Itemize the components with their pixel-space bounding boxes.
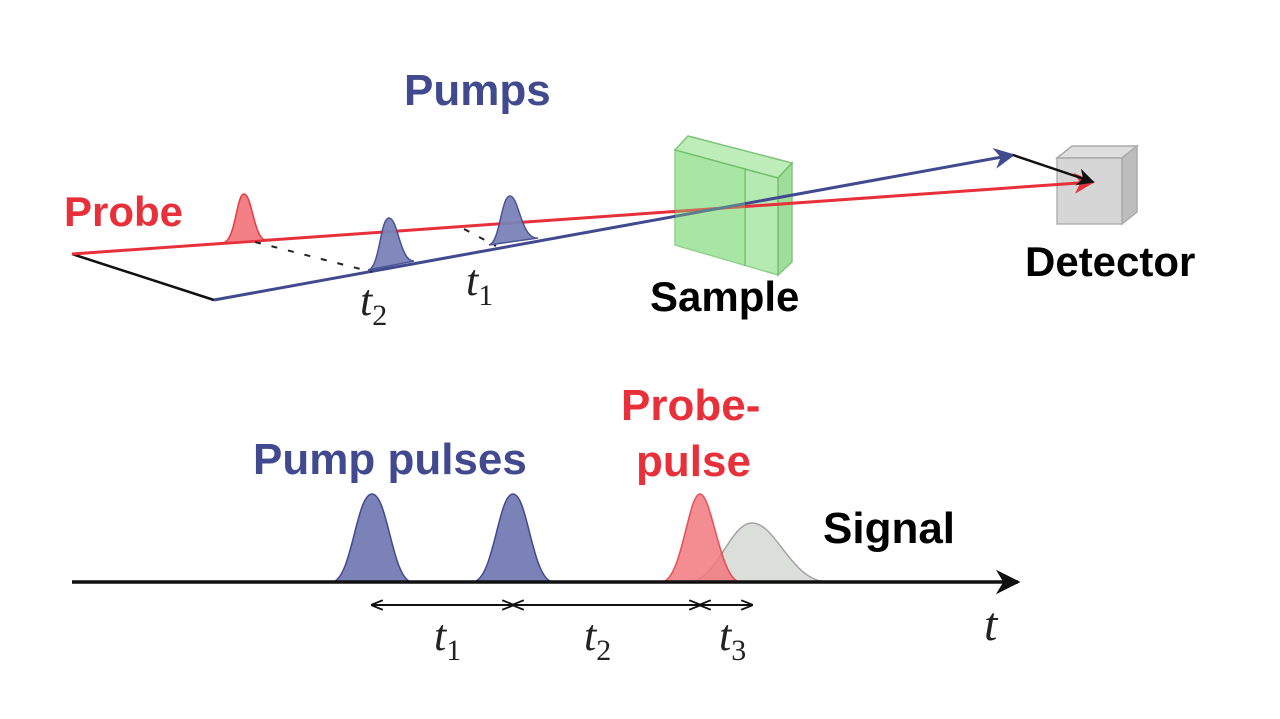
interval-t3-label: t3: [719, 611, 746, 667]
signal-beam: [1012, 153, 1095, 186]
signal-label: Signal: [823, 504, 955, 553]
probe-label: Probe: [64, 188, 183, 235]
detector-label: Detector: [1025, 238, 1195, 285]
t2-label-top: t2: [360, 276, 387, 332]
interval-t1-label: t1: [434, 611, 461, 667]
probe-pulse-label-line2: pulse: [636, 437, 751, 486]
pump-pulse-top-2: [367, 217, 415, 271]
t1-label-top: t1: [466, 256, 493, 312]
pump-beam: [213, 148, 1016, 302]
sample-box: [673, 135, 794, 277]
beam-splitter-path: [71, 252, 215, 302]
probe-pulse-bottom: [661, 493, 741, 583]
sample-label: Sample: [650, 273, 799, 320]
interval-t2-label: t2: [584, 611, 611, 667]
delay-dashes-t2: [254, 241, 373, 273]
pump-pulse-top-1: [488, 195, 539, 246]
sample-front-face: [675, 150, 745, 265]
pump-pulse-bottom-1: [331, 493, 413, 583]
pumps-label: Pumps: [404, 66, 551, 115]
probe-pulse-label-line1: Probe-: [621, 381, 760, 430]
time-axis-label: t: [984, 598, 999, 651]
pump-pulses-label: Pump pulses: [253, 435, 527, 484]
probe-pulse-top: [221, 193, 267, 244]
delay-dashes-t1: [463, 228, 497, 247]
pump-pulse-bottom-2: [472, 493, 554, 583]
